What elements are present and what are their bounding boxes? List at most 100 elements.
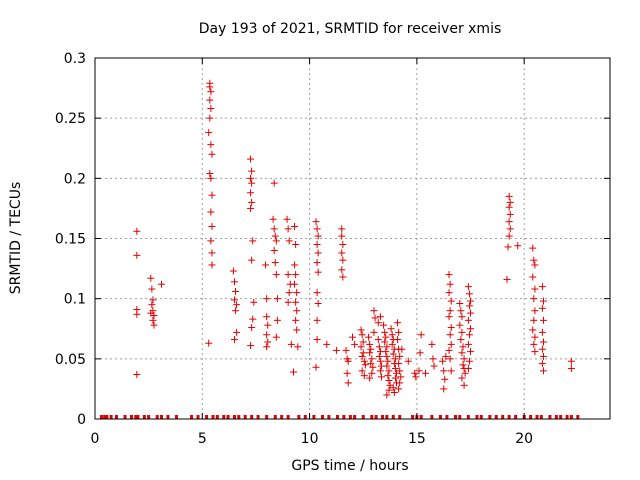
- data-point: [206, 114, 214, 122]
- data-point: [456, 299, 464, 307]
- zero-point: [129, 415, 133, 419]
- data-point: [389, 350, 397, 358]
- data-point: [429, 355, 437, 363]
- data-point: [447, 340, 455, 348]
- zero-point: [370, 415, 374, 419]
- data-point: [292, 241, 300, 249]
- data-point: [441, 375, 449, 383]
- zero-point: [554, 415, 558, 419]
- y-tick-label: 0.1: [64, 292, 86, 308]
- data-point: [206, 170, 214, 178]
- zero-point: [419, 415, 423, 419]
- data-point: [445, 289, 453, 297]
- data-point: [506, 210, 514, 218]
- zero-point: [569, 415, 573, 419]
- data-point: [366, 340, 374, 348]
- data-point: [358, 352, 366, 360]
- data-point: [567, 364, 575, 372]
- zero-point: [232, 415, 236, 419]
- data-point: [233, 328, 241, 336]
- data-point: [338, 225, 346, 233]
- data-point: [461, 369, 469, 377]
- zero-point: [297, 415, 301, 419]
- data-point: [394, 319, 402, 327]
- data-point: [148, 285, 156, 293]
- zero-point: [109, 415, 113, 419]
- data-point: [247, 189, 255, 197]
- data-point: [465, 331, 473, 339]
- data-point: [150, 321, 158, 329]
- data-point: [430, 362, 438, 370]
- data-point: [538, 304, 546, 312]
- data-point: [531, 261, 539, 269]
- data-point: [289, 368, 297, 376]
- data-point: [445, 271, 453, 279]
- data-point: [205, 129, 213, 137]
- data-point: [360, 372, 368, 380]
- data-point: [391, 364, 399, 372]
- data-point: [440, 385, 448, 393]
- zero-point: [353, 415, 357, 419]
- zero-point: [374, 415, 378, 419]
- data-point: [459, 343, 467, 351]
- data-point: [395, 360, 403, 368]
- axis-ticks: 0 0.05 0.1 0.15 0.2 0.25 0.3 0 5 10 15 20: [55, 51, 610, 447]
- data-point: [365, 333, 373, 341]
- data-point: [313, 336, 321, 344]
- data-point: [272, 237, 280, 245]
- zero-point: [576, 415, 580, 419]
- x-tick-label: 10: [301, 431, 319, 447]
- data-point: [385, 386, 393, 394]
- data-point: [514, 242, 522, 250]
- data-point: [248, 324, 256, 332]
- data-point: [383, 352, 391, 360]
- data-point: [384, 372, 392, 380]
- data-point: [375, 343, 383, 351]
- y-tick-label: 0: [77, 412, 86, 428]
- y-tick-label: 0.05: [55, 352, 86, 368]
- data-point: [395, 328, 403, 336]
- data-point: [457, 307, 465, 315]
- zero-point: [99, 415, 103, 419]
- zero-point: [237, 415, 241, 419]
- data-point: [458, 328, 466, 336]
- data-point: [421, 369, 429, 377]
- data-point: [271, 259, 279, 267]
- zero-point: [280, 415, 284, 419]
- data-point: [249, 315, 257, 323]
- data-point: [293, 289, 301, 297]
- zero-point: [535, 415, 539, 419]
- zero-point: [458, 415, 462, 419]
- zero-point: [190, 415, 194, 419]
- data-point: [357, 326, 365, 334]
- zero-point: [142, 415, 146, 419]
- data-point: [458, 313, 466, 321]
- data-point: [271, 232, 279, 240]
- data-point: [367, 360, 375, 368]
- data-point: [447, 324, 455, 332]
- zero-point: [488, 415, 492, 419]
- data-point: [206, 83, 214, 91]
- zero-point: [348, 415, 352, 419]
- data-point: [530, 340, 538, 348]
- data-point: [344, 379, 352, 387]
- data-point: [375, 352, 383, 360]
- data-point: [411, 369, 419, 377]
- data-point: [374, 336, 382, 344]
- data-point: [383, 343, 391, 351]
- zero-point: [385, 415, 389, 419]
- zero-point: [155, 415, 159, 419]
- data-point: [382, 333, 390, 341]
- data-point: [207, 237, 215, 245]
- zero-point: [175, 415, 179, 419]
- data-point: [344, 357, 352, 365]
- data-point: [457, 336, 465, 344]
- data-point: [447, 297, 455, 305]
- x-tick-label: 20: [515, 431, 533, 447]
- data-point: [467, 325, 475, 333]
- data-point: [382, 348, 390, 356]
- zero-point: [134, 415, 138, 419]
- data-point: [506, 225, 514, 233]
- zero-point: [479, 415, 483, 419]
